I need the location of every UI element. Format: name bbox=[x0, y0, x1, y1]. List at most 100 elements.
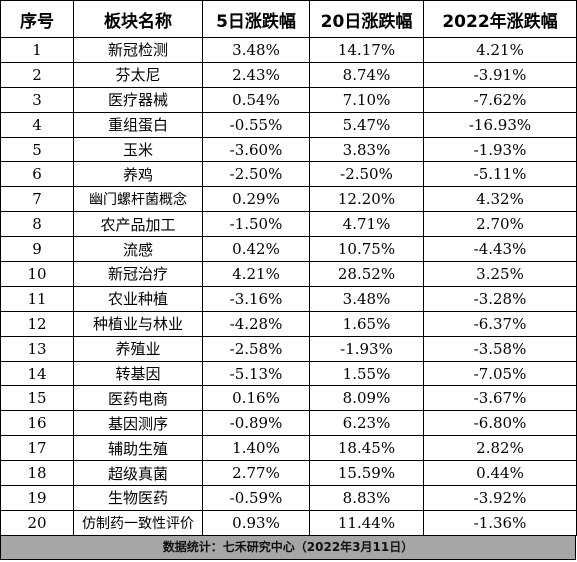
sector-name-cell: 转基因 bbox=[73, 360, 203, 387]
change-5day-cell: -2.50% bbox=[202, 161, 310, 188]
sector-name-cell: 芬太尼 bbox=[73, 61, 203, 88]
change-20day-cell: 6.23% bbox=[309, 410, 424, 437]
sector-name-cell: 农业种植 bbox=[73, 285, 203, 312]
change-20day-cell: 14.17% bbox=[309, 37, 424, 63]
table-row: 8 农产品加工 -1.50% 4.71% 2.70% bbox=[0, 211, 577, 238]
row-index-cell: 15 bbox=[0, 385, 74, 412]
row-index-cell: 16 bbox=[0, 410, 74, 437]
table-row: 5 玉米 -3.60% 3.83% -1.93% bbox=[0, 136, 577, 163]
table-row: 19 生物医药 -0.59% 8.83% -3.92% bbox=[0, 485, 577, 511]
change-2022-cell: 0.44% bbox=[423, 460, 577, 487]
table-row: 12 种植业与林业 -4.28% 1.65% -6.37% bbox=[0, 310, 577, 337]
change-20day-cell: 11.44% bbox=[309, 509, 424, 536]
table-row: 6 养鸡 -2.50% -2.50% -5.11% bbox=[0, 161, 577, 188]
row-index-cell: 14 bbox=[0, 360, 74, 387]
change-2022-cell: -3.58% bbox=[423, 335, 577, 362]
change-20day-cell: 18.45% bbox=[309, 435, 424, 462]
sector-name-cell: 幽门螺杆菌概念 bbox=[73, 186, 203, 213]
change-2022-cell: 4.32% bbox=[423, 186, 577, 213]
row-index-cell: 19 bbox=[0, 485, 74, 511]
change-20day-cell: -2.50% bbox=[309, 161, 424, 188]
change-5day-cell: 2.43% bbox=[202, 61, 310, 88]
sector-name-cell: 医疗器械 bbox=[73, 86, 203, 113]
table-row: 9 流感 0.42% 10.75% -4.43% bbox=[0, 236, 577, 263]
change-5day-cell: -0.59% bbox=[202, 485, 310, 511]
table-body: 1 新冠检测 3.48% 14.17% 4.21% 2 芬太尼 2.43% 8.74% -3.91… bbox=[0, 37, 577, 536]
change-5day-cell: -3.60% bbox=[202, 136, 310, 163]
change-2022-cell: 2.82% bbox=[423, 435, 577, 462]
row-index-cell: 2 bbox=[0, 61, 74, 88]
change-5day-cell: 1.40% bbox=[202, 435, 310, 462]
change-5day-cell: 2.77% bbox=[202, 460, 310, 487]
change-2022-cell: -7.05% bbox=[423, 360, 577, 387]
change-20day-cell: 3.83% bbox=[309, 136, 424, 163]
change-5day-cell: -3.16% bbox=[202, 285, 310, 312]
change-2022-cell: 2.70% bbox=[423, 211, 577, 238]
change-20day-cell: 8.09% bbox=[309, 385, 424, 412]
sector-name-cell: 重组蛋白 bbox=[73, 111, 203, 138]
sector-name-cell: 超级真菌 bbox=[73, 460, 203, 487]
table-row: 13 养殖业 -2.58% -1.93% -3.58% bbox=[0, 335, 577, 362]
sector-name-cell: 医药电商 bbox=[73, 385, 203, 412]
sector-name-cell: 辅助生殖 bbox=[73, 435, 203, 462]
row-index-cell: 20 bbox=[0, 509, 74, 536]
change-5day-cell: -5.13% bbox=[202, 360, 310, 387]
row-index-cell: 6 bbox=[0, 161, 74, 188]
change-20day-cell: 5.47% bbox=[309, 111, 424, 138]
sector-name-cell: 种植业与林业 bbox=[73, 310, 203, 337]
change-20day-cell: 7.10% bbox=[309, 86, 424, 113]
change-2022-cell: -6.80% bbox=[423, 410, 577, 437]
sector-name-cell: 基因测序 bbox=[73, 410, 203, 437]
change-5day-cell: 4.21% bbox=[202, 261, 310, 287]
change-2022-cell: -3.91% bbox=[423, 61, 577, 88]
change-2022-cell: -16.93% bbox=[423, 111, 577, 138]
change-5day-cell: -0.55% bbox=[202, 111, 310, 138]
table-row: 1 新冠检测 3.48% 14.17% 4.21% bbox=[0, 37, 577, 63]
change-5day-cell: -1.50% bbox=[202, 211, 310, 238]
sector-name-cell: 仿制药一致性评价 bbox=[73, 509, 203, 536]
change-20day-cell: -1.93% bbox=[309, 335, 424, 362]
change-2022-cell: -3.92% bbox=[423, 485, 577, 511]
change-2022-cell: -5.11% bbox=[423, 161, 577, 188]
change-20day-cell: 28.52% bbox=[309, 261, 424, 287]
table-header-row: 序号 板块名称 5日涨跌幅 20日涨跌幅 2022年涨跌幅 bbox=[0, 0, 577, 38]
table-row: 20 仿制药一致性评价 0.93% 11.44% -1.36% bbox=[0, 509, 577, 536]
change-20day-cell: 15.59% bbox=[309, 460, 424, 487]
change-20day-cell: 4.71% bbox=[309, 211, 424, 238]
row-index-cell: 3 bbox=[0, 86, 74, 113]
change-2022-cell: -1.36% bbox=[423, 509, 577, 536]
change-20day-cell: 1.55% bbox=[309, 360, 424, 387]
sector-name-cell: 流感 bbox=[73, 236, 203, 263]
table-row: 10 新冠治疗 4.21% 28.52% 3.25% bbox=[0, 261, 577, 287]
table-row: 11 农业种植 -3.16% 3.48% -3.28% bbox=[0, 285, 577, 312]
sector-name-cell: 新冠治疗 bbox=[73, 261, 203, 287]
row-index-cell: 1 bbox=[0, 37, 74, 63]
table-row: 2 芬太尼 2.43% 8.74% -3.91% bbox=[0, 61, 577, 88]
change-5day-cell: 0.54% bbox=[202, 86, 310, 113]
row-index-cell: 11 bbox=[0, 285, 74, 312]
header-20day-change: 20日涨跌幅 bbox=[309, 0, 424, 38]
header-5day-change: 5日涨跌幅 bbox=[202, 0, 310, 38]
change-2022-cell: -3.67% bbox=[423, 385, 577, 412]
change-2022-cell: -6.37% bbox=[423, 310, 577, 337]
change-5day-cell: 0.93% bbox=[202, 509, 310, 536]
change-5day-cell: -0.89% bbox=[202, 410, 310, 437]
header-index: 序号 bbox=[0, 0, 74, 38]
table-row: 18 超级真菌 2.77% 15.59% 0.44% bbox=[0, 460, 577, 487]
header-sector-name: 板块名称 bbox=[73, 0, 203, 38]
change-20day-cell: 1.65% bbox=[309, 310, 424, 337]
change-5day-cell: -2.58% bbox=[202, 335, 310, 362]
row-index-cell: 18 bbox=[0, 460, 74, 487]
table-row: 16 基因测序 -0.89% 6.23% -6.80% bbox=[0, 410, 577, 437]
row-index-cell: 13 bbox=[0, 335, 74, 362]
sector-name-cell: 玉米 bbox=[73, 136, 203, 163]
sector-name-cell: 养殖业 bbox=[73, 335, 203, 362]
sector-name-cell: 新冠检测 bbox=[73, 37, 203, 63]
change-20day-cell: 12.20% bbox=[309, 186, 424, 213]
table-row: 3 医疗器械 0.54% 7.10% -7.62% bbox=[0, 86, 577, 113]
sector-name-cell: 农产品加工 bbox=[73, 211, 203, 238]
row-index-cell: 12 bbox=[0, 310, 74, 337]
row-index-cell: 5 bbox=[0, 136, 74, 163]
change-20day-cell: 8.74% bbox=[309, 61, 424, 88]
